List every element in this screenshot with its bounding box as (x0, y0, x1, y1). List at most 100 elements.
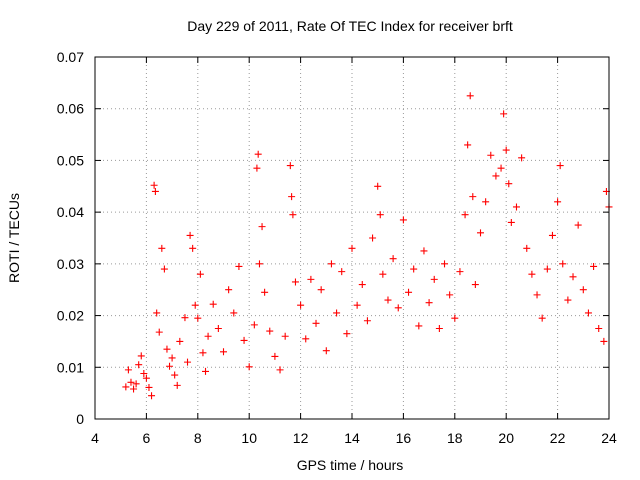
data-point (343, 330, 351, 338)
x-tick-label: 22 (550, 430, 566, 446)
data-point (158, 244, 166, 252)
data-point (471, 281, 479, 289)
data-point (184, 358, 192, 366)
data-point (145, 383, 153, 391)
data-point (122, 383, 130, 391)
data-point (168, 354, 176, 362)
data-point (240, 336, 248, 344)
y-tick-label: 0.06 (57, 101, 84, 117)
data-point (505, 180, 513, 188)
data-point (194, 314, 202, 322)
data-point (322, 347, 330, 355)
data-point (245, 363, 253, 371)
data-point (307, 275, 315, 283)
data-point (151, 187, 159, 195)
data-point (286, 162, 294, 170)
data-point (579, 286, 587, 294)
data-point (281, 332, 289, 340)
data-point (181, 314, 189, 322)
x-tick-label: 16 (396, 430, 412, 446)
y-tick-label: 0.05 (57, 152, 84, 168)
data-point (137, 352, 145, 360)
x-tick-label: 4 (91, 430, 99, 446)
x-tick-label: 12 (293, 430, 309, 446)
data-point (487, 151, 495, 159)
data-point (189, 244, 197, 252)
chart-title: Day 229 of 2011, Rate Of TEC Index for r… (187, 18, 513, 34)
x-axis-label: GPS time / hours (297, 457, 404, 473)
data-point (202, 367, 210, 375)
data-point (435, 325, 443, 332)
data-point (554, 198, 562, 206)
data-point (150, 181, 158, 189)
data-point (338, 268, 346, 276)
data-point (225, 286, 233, 294)
data-point (410, 265, 418, 273)
data-point (291, 278, 299, 286)
data-point (127, 378, 135, 386)
data-point (348, 244, 356, 252)
data-point (171, 371, 179, 379)
data-point (235, 262, 243, 270)
data-point (132, 380, 140, 388)
data-point (186, 231, 194, 239)
data-point (477, 229, 484, 237)
data-point (389, 255, 397, 263)
data-point (584, 309, 592, 317)
data-point (379, 270, 387, 278)
data-point (214, 325, 222, 332)
data-point (500, 110, 508, 118)
data-point (253, 164, 261, 172)
y-tick-label: 0.07 (57, 49, 84, 65)
data-point (446, 291, 454, 299)
data-point (302, 335, 310, 343)
data-point (415, 322, 423, 330)
data-point (394, 304, 402, 312)
data-point (564, 296, 572, 304)
data-point (405, 288, 413, 296)
data-point (327, 260, 335, 268)
axis-ticks: 4 6 8 10 12 14 16 18 20 22 24 0 0.01 0.02 0.03 0.04 0.05… (57, 49, 617, 446)
x-tick-label: 20 (498, 430, 514, 446)
data-point (276, 366, 284, 374)
data-point (533, 291, 541, 299)
data-point (374, 182, 382, 190)
data-point (538, 314, 546, 322)
data-point (512, 203, 520, 211)
data-point (425, 299, 433, 307)
data-point (155, 328, 163, 336)
data-point (469, 193, 477, 201)
data-point (461, 211, 469, 219)
data-point (451, 314, 459, 322)
y-tick-label: 0.02 (57, 308, 84, 324)
data-point (482, 198, 490, 206)
x-tick-label: 6 (143, 430, 151, 446)
data-point (148, 392, 156, 400)
data-point (196, 270, 204, 278)
data-point (441, 260, 449, 268)
x-tick-label: 24 (601, 430, 617, 446)
data-point (456, 268, 464, 276)
data-point (288, 193, 296, 201)
y-tick-label: 0.01 (57, 359, 84, 375)
data-point (353, 301, 361, 309)
data-point (363, 317, 371, 325)
data-point (600, 337, 608, 345)
data-point (130, 385, 138, 393)
data-point (163, 345, 171, 353)
grid (95, 57, 609, 419)
data-point (590, 262, 598, 270)
data-point (333, 309, 341, 317)
data-point (140, 369, 148, 377)
data-point (492, 172, 500, 180)
data-point (569, 273, 577, 281)
data-point (250, 321, 258, 329)
data-point (261, 288, 269, 296)
data-point (523, 244, 531, 252)
data-point (502, 146, 510, 154)
data-point (153, 309, 161, 317)
data-point (420, 247, 428, 255)
data-point (230, 309, 238, 317)
x-tick-label: 18 (447, 430, 463, 446)
